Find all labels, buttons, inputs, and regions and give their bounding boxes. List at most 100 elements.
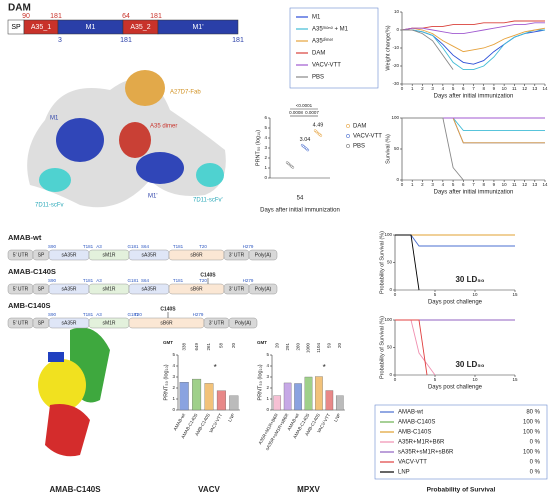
legend-label: AMAB-C140S xyxy=(398,420,435,426)
construct-segment xyxy=(248,249,278,261)
y-tick-label: -10 xyxy=(392,45,399,50)
gmt-value: 20 xyxy=(231,343,236,349)
y-tick-label: 50 xyxy=(394,146,400,151)
bar xyxy=(216,390,226,411)
data-point xyxy=(302,145,305,148)
x-tick-label: 11 xyxy=(512,182,517,187)
y-tick-label: 4 xyxy=(172,363,175,368)
site-label: T181 xyxy=(83,244,94,249)
data-line xyxy=(402,29,545,71)
x-tick-label: 6 xyxy=(462,182,465,187)
y-tick-label: 10 xyxy=(394,9,400,14)
gmt-value: 260 xyxy=(295,343,300,351)
y-tick-label: 0 xyxy=(389,287,392,292)
data-line xyxy=(395,234,420,291)
x-tick-label: 7 xyxy=(472,182,475,187)
bar xyxy=(273,395,282,411)
site-label: T181 xyxy=(83,312,94,317)
x-tick-label: 5 xyxy=(452,182,455,187)
domain-label: SP xyxy=(11,24,21,31)
y-tick-label: 2 xyxy=(266,385,269,390)
site-label: G181 xyxy=(127,278,139,283)
residue-number: 181 xyxy=(120,37,132,44)
bar xyxy=(304,376,313,411)
segment-label: sA35R xyxy=(61,286,76,292)
segment-label: sA35R xyxy=(141,286,156,292)
data-line xyxy=(401,20,545,31)
x-tick-label: 12 xyxy=(522,86,528,91)
y-tick-label: 0 xyxy=(172,407,175,412)
legend-label: M1 xyxy=(312,15,321,21)
legend-label: DAM xyxy=(312,51,325,57)
segment-label: 3' UTR xyxy=(209,320,225,326)
y-tick-label: -30 xyxy=(392,81,399,86)
segment-label: sM1R xyxy=(102,286,115,292)
x-tick-label: 0 xyxy=(394,377,397,382)
title: DAM xyxy=(8,3,31,14)
legend-box xyxy=(374,404,548,480)
site-label: G181 xyxy=(127,312,139,317)
structure-label: 7D11-scFv' xyxy=(193,198,223,204)
legend-value: 100 % xyxy=(523,450,541,456)
y-tick-label: 2 xyxy=(264,155,267,160)
significance: * xyxy=(323,363,326,372)
segment-label: 3' UTR xyxy=(229,286,245,292)
residue-number: 181 xyxy=(232,37,244,44)
x-axis-label: Days post challenge xyxy=(428,300,483,306)
construct-name: AMB-C140S xyxy=(8,301,51,310)
site-label: A3 xyxy=(96,312,102,317)
x-tick-label: 10 xyxy=(502,86,508,91)
legend-label: A35ᵈⁱᵐᵉʳ xyxy=(312,37,334,45)
segment-label: Poly(A) xyxy=(235,320,252,326)
site-label: A3 xyxy=(96,278,102,283)
y-tick-label: 5 xyxy=(264,125,267,130)
x-tick-label: 8 xyxy=(482,182,485,187)
y-tick-label: 0 xyxy=(264,175,267,180)
x-tick-label: 8 xyxy=(482,86,485,91)
residue-number: 64 xyxy=(122,13,130,20)
residue-number: 181 xyxy=(50,13,62,20)
segment-label: sB6R xyxy=(190,286,203,292)
site-label: T20 xyxy=(199,278,207,283)
construct-segment xyxy=(248,283,278,295)
bar xyxy=(335,395,344,411)
x-tick-label: 14 xyxy=(542,182,548,187)
site-label: T181 xyxy=(83,278,94,283)
legend-box xyxy=(289,7,379,89)
bar xyxy=(179,382,189,411)
x-tick-label: 1 xyxy=(411,86,414,91)
segment-label: sA35R xyxy=(61,320,76,326)
bar xyxy=(192,378,202,411)
segment-label: Poly(A) xyxy=(255,286,272,292)
x-tick-label: 12 xyxy=(522,182,528,187)
x-tick-label: 9 xyxy=(493,86,496,91)
x-tick-label: 10 xyxy=(472,292,478,297)
segment-label: 5' UTR xyxy=(13,320,29,326)
x-tick-label: 7 xyxy=(472,86,475,91)
x-axis-label: Days after initial immunization xyxy=(260,208,340,214)
data-line xyxy=(395,319,436,376)
data-point xyxy=(300,143,304,147)
x-tick-label: 5 xyxy=(434,292,437,297)
y-tick-label: 6 xyxy=(264,115,267,120)
x-tick-label: 0 xyxy=(401,86,404,91)
y-tick-label: 100 xyxy=(391,115,399,120)
legend-label: VACV-VTT xyxy=(312,63,341,69)
site-label: T181 xyxy=(173,244,184,249)
gmt-value: 261 xyxy=(206,343,211,351)
x-tick-label: 10 xyxy=(502,182,508,187)
panel-title: MPXV xyxy=(297,485,320,494)
gmt-label: GMT xyxy=(257,340,267,345)
site-label: T181 xyxy=(173,278,184,283)
y-tick-label: 4 xyxy=(266,363,269,368)
p-value: 0.0008 xyxy=(289,110,303,115)
site-label: S90 xyxy=(48,244,57,249)
gmt-label: GMT xyxy=(163,340,173,345)
gmt-value: 1000 xyxy=(306,343,311,354)
data-line xyxy=(395,234,515,247)
y-tick-label: 1 xyxy=(172,396,175,401)
y-tick-label: 100 xyxy=(384,317,392,322)
p-value: 0.0007 xyxy=(305,110,319,115)
bar xyxy=(294,383,302,411)
